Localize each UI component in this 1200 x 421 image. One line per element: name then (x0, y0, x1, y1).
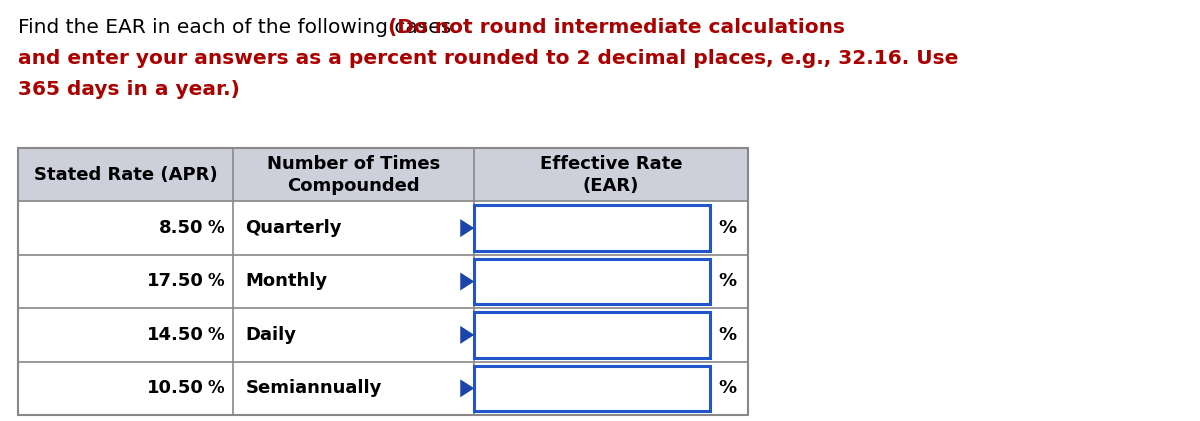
Text: %: % (208, 326, 224, 344)
Text: Daily: Daily (245, 326, 296, 344)
Text: 14.50: 14.50 (146, 326, 203, 344)
Text: Semiannually: Semiannually (245, 379, 382, 397)
Text: 10.50: 10.50 (146, 379, 203, 397)
Text: Number of Times
Compounded: Number of Times Compounded (268, 155, 440, 195)
Polygon shape (461, 219, 474, 237)
Bar (474, 259, 710, 304)
Text: Quarterly: Quarterly (245, 219, 342, 237)
Polygon shape (461, 326, 474, 344)
Text: %: % (718, 379, 736, 397)
Bar (474, 259, 710, 304)
Text: Effective Rate
(EAR): Effective Rate (EAR) (540, 155, 683, 195)
Bar (18, 148, 748, 415)
Bar (474, 205, 710, 251)
Bar (474, 205, 710, 251)
Text: %: % (718, 219, 736, 237)
Text: Stated Rate (APR): Stated Rate (APR) (34, 166, 217, 184)
Text: 365 days in a year.): 365 days in a year.) (18, 80, 240, 99)
Text: %: % (208, 272, 224, 290)
Text: %: % (718, 326, 736, 344)
Bar (474, 365, 710, 411)
Polygon shape (461, 272, 474, 290)
Text: %: % (208, 219, 224, 237)
Bar (474, 365, 710, 411)
Text: 8.50: 8.50 (158, 219, 203, 237)
Text: Monthly: Monthly (245, 272, 328, 290)
Text: and enter your answers as a percent rounded to 2 decimal places, e.g., 32.16. Us: and enter your answers as a percent roun… (18, 49, 959, 68)
Text: 17.50: 17.50 (146, 272, 203, 290)
Bar (474, 312, 710, 357)
Bar (18, 148, 748, 201)
Polygon shape (461, 379, 474, 397)
Bar (474, 312, 710, 357)
Text: %: % (718, 272, 736, 290)
Text: %: % (208, 379, 224, 397)
Text: (Do not round intermediate calculations: (Do not round intermediate calculations (388, 18, 845, 37)
Text: Find the EAR in each of the following cases.: Find the EAR in each of the following ca… (18, 18, 464, 37)
